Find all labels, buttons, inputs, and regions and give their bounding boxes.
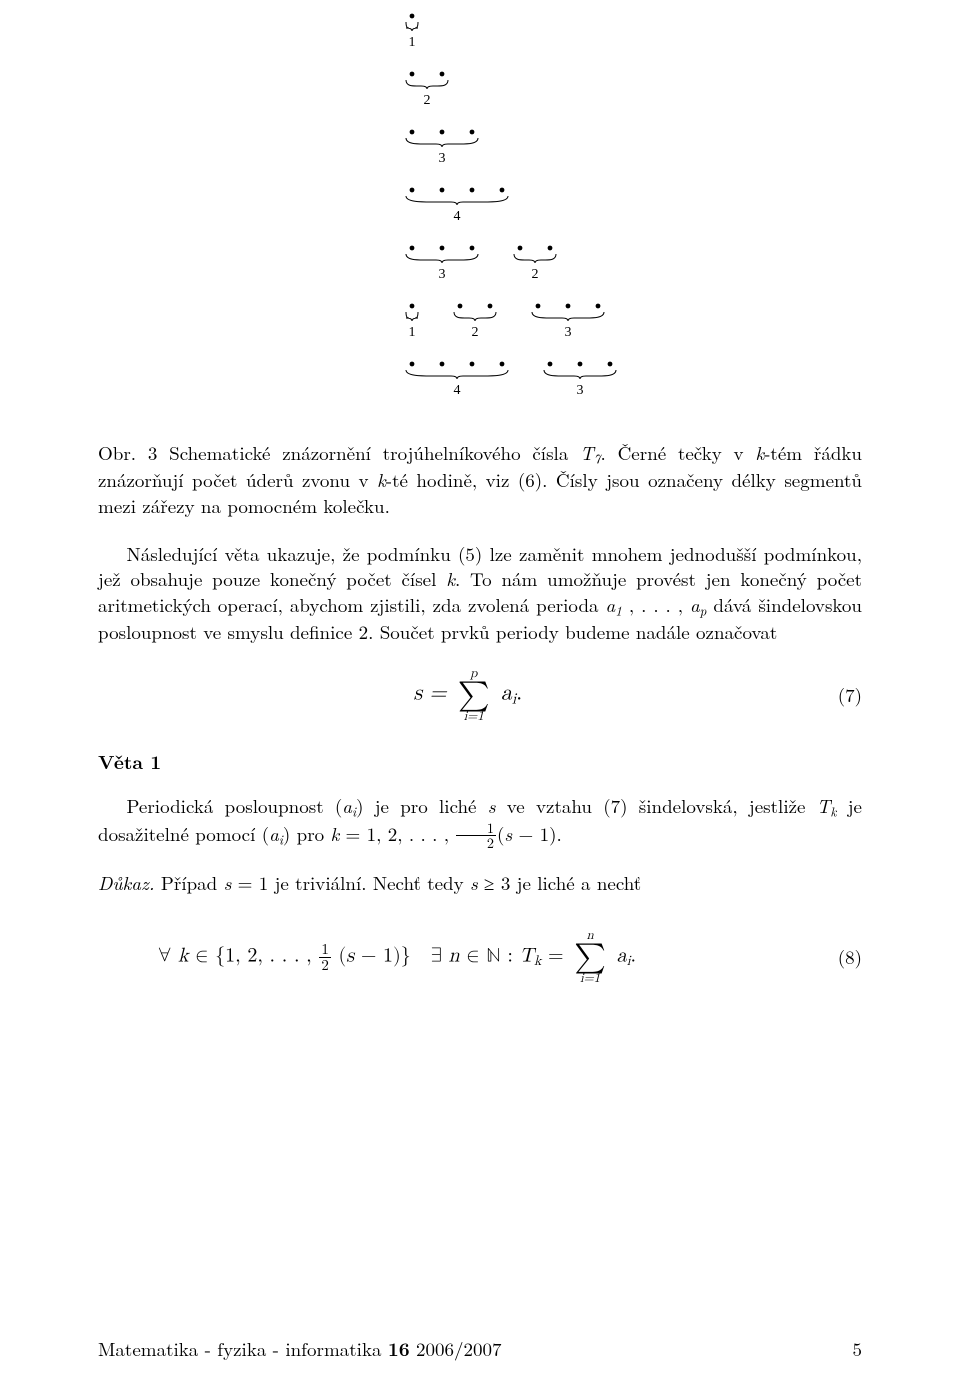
eq8-rhs: a	[617, 946, 627, 966]
svg-text:2: 2	[424, 93, 431, 108]
footer-left: Matematika - fyzika - informatika 16 200…	[98, 1336, 502, 1362]
proof-s2: s	[470, 869, 478, 896]
p1-a1: a	[605, 591, 615, 618]
proof-line: Důkaz. Případ s = 1 je triviální. Nechť …	[98, 870, 862, 896]
eq8-s: s	[346, 946, 354, 966]
caption-tail: . Černé tečky v	[601, 439, 756, 466]
svg-text:1: 1	[409, 35, 416, 50]
th-Tk: T	[817, 792, 831, 819]
eq8-sum: n ∑ i=1	[574, 929, 606, 985]
eq8-in: ∈ {1, 2, . . . ,	[189, 946, 319, 966]
page-footer: Matematika - fyzika - informatika 16 200…	[98, 1336, 862, 1362]
proof-dk: Důkaz.	[98, 869, 155, 896]
th-frac: 12	[456, 821, 496, 851]
p1-k: k	[446, 565, 455, 592]
th-k: k	[330, 820, 339, 847]
eq8-eq: =	[541, 946, 570, 966]
p1-dots: , . . . ,	[622, 591, 690, 618]
footer-page-number: 5	[852, 1336, 862, 1362]
svg-text:2: 2	[472, 325, 479, 340]
figure-caption: Obr. 3 Schematické znázornění trojúhelní…	[98, 440, 862, 519]
eq8-frac: 12	[319, 942, 331, 973]
svg-text:4: 4	[454, 383, 461, 398]
eq8-frac-n: 1	[319, 942, 331, 958]
equation-7: s = p ∑ i=1 ai. (7)	[98, 667, 862, 723]
th-ai: a	[342, 792, 352, 819]
eq7-sum-bot: i=1	[458, 710, 490, 723]
th-s2: s	[504, 820, 512, 847]
svg-text:2: 2	[532, 267, 539, 282]
proof-t2: = 1 je triviální. Nechť tedy	[231, 869, 470, 896]
eq7-rhs: a	[501, 682, 512, 704]
svg-text:3: 3	[565, 325, 572, 340]
svg-text:3: 3	[577, 383, 584, 398]
caption-k1: k	[755, 439, 764, 466]
eq8-sum-bot: i=1	[574, 972, 606, 985]
eq7-lhs: s =	[413, 682, 446, 704]
eq8-gap	[411, 946, 431, 966]
footer-vol: 16	[388, 1334, 410, 1362]
proof-t1: Případ	[155, 869, 224, 896]
eq8-n: n	[449, 946, 460, 966]
eq8-mid: (	[332, 946, 346, 966]
eq7-tail: .	[516, 682, 522, 704]
eq8-inN: ∈ ℕ :	[460, 946, 520, 966]
th-frac-d: 2	[456, 836, 496, 850]
eq7-sum: p ∑ i=1	[458, 667, 490, 723]
caption-T: T	[580, 439, 594, 466]
eq8-mid2: − 1)}	[354, 946, 411, 966]
svg-text:3: 3	[439, 267, 446, 282]
theorem-head: Věta 1	[98, 749, 862, 775]
sigma-icon: ∑	[574, 942, 606, 972]
th-b2: ) je pro liché	[356, 792, 488, 819]
svg-text:4: 4	[454, 209, 461, 224]
svg-text:3: 3	[439, 151, 446, 166]
sigma-icon: ∑	[458, 680, 490, 710]
eq8-forall: ∀	[158, 946, 178, 966]
page: 12343212343 Obr. 3 Schematické znázorněn…	[0, 0, 960, 1394]
eq8-exists: ∃	[431, 946, 449, 966]
eq8-tail: .	[630, 946, 636, 966]
eq8-sum-top: n	[574, 929, 606, 942]
p1-a1sub: 1	[615, 600, 622, 619]
th-s: s	[488, 792, 496, 819]
eq8-frac-d: 2	[319, 958, 331, 973]
eq7-sum-top: p	[458, 667, 490, 680]
equation-8: ∀ k ∈ {1, 2, . . . , 12 (s − 1)} ∃ n ∈ ℕ…	[98, 929, 862, 985]
proof-t3: ≥ 3 je liché a nechť	[478, 869, 641, 896]
th-b3: ve vztahu (7) šindelovská, jestliže	[496, 792, 817, 819]
th-b5: ) pro	[283, 820, 331, 847]
paragraph-1: Následující věta ukazuje, že podmínku (5…	[98, 541, 862, 645]
footer-left1: Matematika - fyzika - informatika	[98, 1335, 388, 1362]
footer-left2: 2006/2007	[410, 1335, 502, 1362]
th-b1: Periodická posloupnost (	[127, 792, 343, 819]
eq8-Tk: T	[520, 946, 534, 966]
caption-text: Obr. 3 Schematické znázornění trojúhelní…	[98, 439, 580, 466]
svg-text:1: 1	[409, 325, 416, 340]
caption-k2: k	[377, 466, 386, 493]
th-b6: = 1, 2, . . . ,	[339, 820, 455, 847]
eq7-number: (7)	[838, 682, 862, 708]
caption-T-sub: 7	[594, 448, 601, 467]
eq8-k: k	[178, 946, 189, 966]
th-b8: − 1).	[512, 820, 562, 847]
dot-brace-diagram: 1 2 3 4 3 2 1 2 3 4 3	[98, 10, 862, 422]
th-ai2: a	[269, 820, 279, 847]
theorem-body: Periodická posloupnost (ai) je pro liché…	[98, 793, 862, 850]
eq8-number: (8)	[838, 944, 862, 970]
p1-ap: a	[690, 591, 700, 618]
